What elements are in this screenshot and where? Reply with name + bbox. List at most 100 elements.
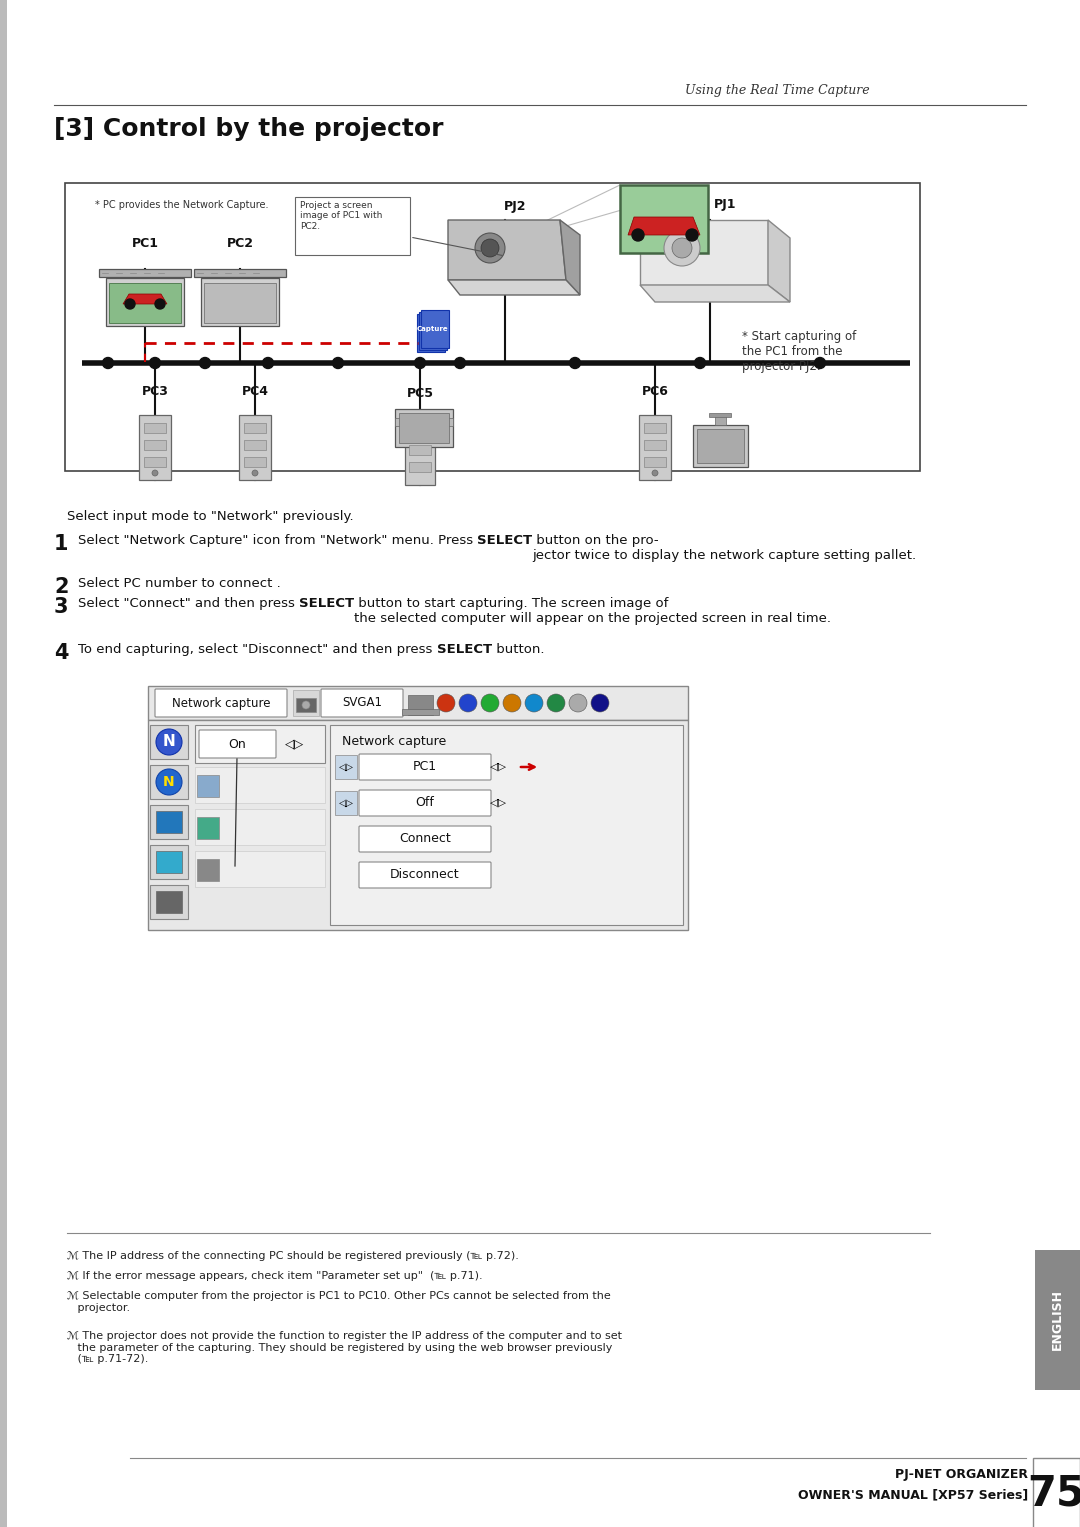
Text: PC5: PC5 [406,386,433,400]
Circle shape [672,238,692,258]
Bar [644,440,666,450]
Text: Off: Off [416,797,434,809]
Text: * Start capturing of
the PC1 from the
projector PJ2.: * Start capturing of the PC1 from the pr… [742,330,856,373]
Circle shape [156,299,165,308]
Polygon shape [627,217,700,235]
Text: Network capture: Network capture [342,734,446,748]
FancyBboxPatch shape [359,863,491,889]
Text: On: On [228,738,246,750]
Text: SVGA1: SVGA1 [342,696,382,710]
Text: Select PC number to connect .: Select PC number to connect . [78,577,281,589]
Polygon shape [561,220,580,295]
Bar [1035,1251,1080,1390]
Polygon shape [768,220,789,302]
Text: ℳ If the error message appears, check item "Parameter set up"  (℡ p.71).: ℳ If the error message appears, check it… [67,1270,483,1281]
Polygon shape [123,295,167,304]
Text: Disconnect: Disconnect [390,869,460,881]
Bar [144,440,166,450]
Text: ENGLISH: ENGLISH [1051,1289,1064,1350]
Bar [402,709,438,715]
Text: PC4: PC4 [242,385,269,399]
Bar [417,315,445,353]
Bar [244,457,266,467]
FancyBboxPatch shape [199,730,276,757]
Polygon shape [640,220,768,286]
Circle shape [475,234,505,263]
Bar [99,269,191,276]
Polygon shape [448,279,580,295]
Text: Using the Real Time Capture: Using the Real Time Capture [686,84,870,98]
Text: Select "Network Capture" icon from "Network" menu. Press: Select "Network Capture" icon from "Netw… [78,534,477,547]
Text: * PC provides the Network Capture.: * PC provides the Network Capture. [95,200,269,211]
Bar [409,444,431,455]
Circle shape [591,693,609,712]
Bar [395,418,453,426]
Text: 2: 2 [54,577,68,597]
Text: N: N [163,776,175,789]
Circle shape [125,299,135,308]
Text: button to start capturing. The screen image of
the selected computer will appear: button to start capturing. The screen im… [354,597,832,625]
Circle shape [694,357,705,368]
Text: Set "On" when
using the wireless
mouse function: Set "On" when using the wireless mouse f… [153,867,247,901]
Bar [150,725,188,759]
Bar [296,698,316,712]
Circle shape [664,231,700,266]
Circle shape [333,357,343,368]
Bar [409,428,431,438]
Bar [330,725,683,925]
Bar [150,844,188,880]
Text: ◁▷: ◁▷ [489,799,507,808]
Bar [204,282,276,324]
Text: 4: 4 [54,643,68,663]
Circle shape [503,693,521,712]
Bar [239,415,271,479]
Circle shape [252,470,258,476]
Text: SELECT: SELECT [436,643,491,657]
Text: PC3: PC3 [141,385,168,399]
Bar [644,423,666,434]
Bar [109,282,181,324]
Circle shape [455,357,465,368]
Circle shape [652,470,658,476]
Bar [408,695,433,715]
Circle shape [156,728,183,754]
Text: PJ-NET ORGANIZER: PJ-NET ORGANIZER [895,1467,1028,1481]
Circle shape [686,229,698,241]
Bar [715,415,726,425]
Text: N: N [163,734,175,750]
Text: ℳ The projector does not provide the function to register the IP address of the : ℳ The projector does not provide the fun… [67,1332,622,1364]
Bar [244,440,266,450]
Text: Network capture: Network capture [172,696,270,710]
Circle shape [262,357,273,368]
Bar [244,423,266,434]
Bar [639,415,671,479]
FancyBboxPatch shape [321,689,403,718]
Bar [197,860,219,881]
Bar [697,429,744,463]
Bar [65,183,920,470]
Text: OWNER'S MANUAL [XP57 Series]: OWNER'S MANUAL [XP57 Series] [798,1487,1028,1501]
Bar [156,811,183,834]
Text: Connect: Connect [400,832,450,846]
Text: PC6: PC6 [642,385,669,399]
Circle shape [459,693,477,712]
Text: Select input mode to "Network" previously.: Select input mode to "Network" previousl… [67,510,353,524]
FancyBboxPatch shape [359,754,491,780]
Text: ◁▷: ◁▷ [285,738,305,750]
Bar [156,851,183,873]
Bar [139,415,171,479]
Text: ℳ The IP address of the connecting PC should be registered previously (℡ p.72).: ℳ The IP address of the connecting PC sh… [67,1251,518,1261]
Bar [195,851,325,887]
Text: 3: 3 [54,597,68,617]
Bar [693,425,748,467]
Bar [148,721,688,930]
Circle shape [569,693,588,712]
Bar [419,312,447,350]
FancyBboxPatch shape [359,789,491,815]
Text: Select "Connect" and then press: Select "Connect" and then press [78,597,299,609]
Text: PJ1: PJ1 [714,199,737,211]
Bar [148,686,688,721]
Circle shape [152,470,158,476]
Bar [295,197,410,255]
Circle shape [481,240,499,257]
